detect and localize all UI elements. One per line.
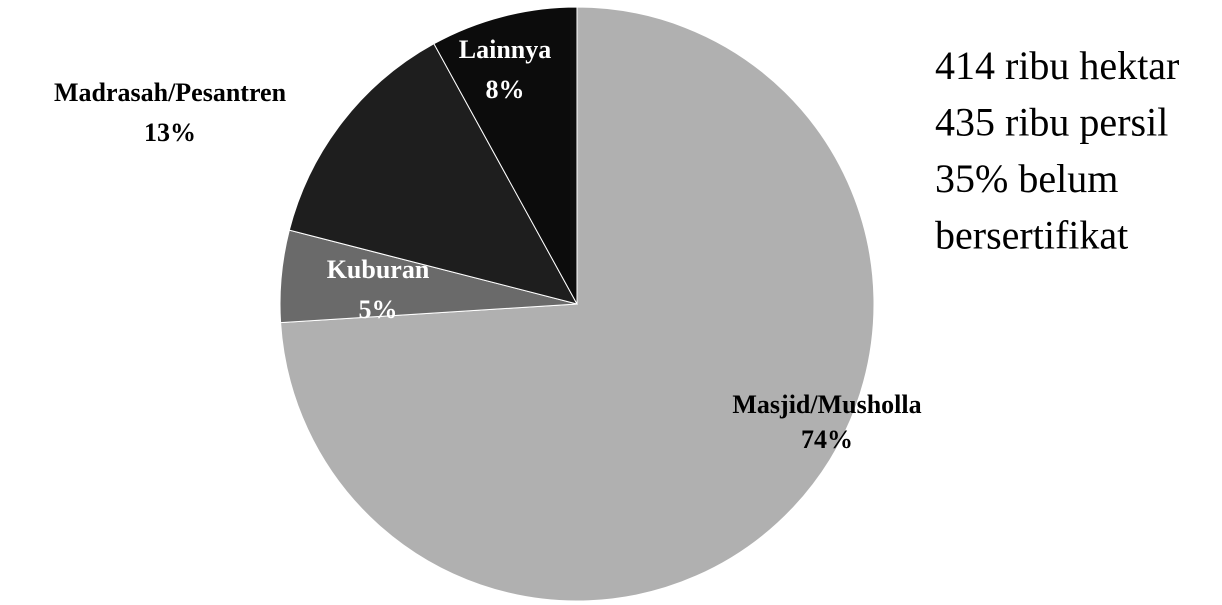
- slice-label: Madrasah/Pesantren: [54, 78, 287, 107]
- pie-slice: [288, 43, 578, 305]
- annotation: 414 ribu hektar: [935, 43, 1179, 88]
- slice-label: Kuburan: [327, 255, 430, 284]
- annotation: 435 ribu persil: [935, 100, 1168, 145]
- annotation: bersertifikat: [935, 213, 1128, 258]
- slice-value-label: 8%: [486, 75, 525, 104]
- slice-value-label: 13%: [144, 118, 196, 147]
- slice-value-label: 5%: [359, 295, 398, 324]
- annotation: 35% belum: [935, 156, 1118, 201]
- slice-label: Lainnya: [459, 35, 552, 64]
- slice-label: Masjid/Musholla: [732, 390, 921, 419]
- slice-value-label: 74%: [801, 425, 853, 454]
- pie-slice: [433, 6, 578, 305]
